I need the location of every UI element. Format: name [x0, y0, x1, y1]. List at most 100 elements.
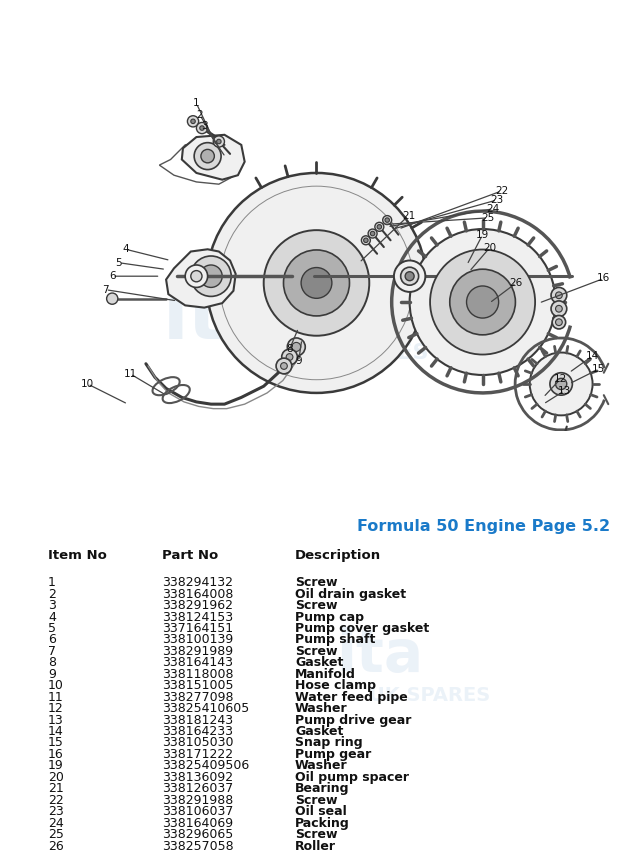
Text: Pump cap: Pump cap	[295, 610, 364, 624]
Text: 338257058: 338257058	[162, 840, 233, 850]
Text: 22: 22	[48, 794, 64, 807]
Text: 4: 4	[122, 244, 129, 254]
Text: 338136092: 338136092	[162, 771, 233, 784]
Text: Oil drain gasket: Oil drain gasket	[295, 587, 406, 601]
Polygon shape	[182, 135, 245, 179]
Text: 9: 9	[295, 356, 302, 366]
Circle shape	[107, 293, 118, 304]
Circle shape	[191, 270, 202, 282]
Circle shape	[301, 268, 332, 298]
Text: 14: 14	[48, 725, 64, 738]
Text: 1: 1	[193, 99, 200, 108]
Text: ita: ita	[336, 627, 424, 684]
Circle shape	[377, 224, 382, 229]
Text: 5: 5	[115, 258, 122, 268]
Text: Formula 50 Engine Page 5.2: Formula 50 Engine Page 5.2	[357, 519, 610, 535]
Text: Screw: Screw	[295, 599, 338, 612]
Polygon shape	[166, 249, 236, 308]
Text: Oil pump spacer: Oil pump spacer	[295, 771, 409, 784]
Circle shape	[264, 230, 369, 336]
Text: 338164008: 338164008	[162, 587, 233, 601]
Circle shape	[409, 229, 555, 375]
Circle shape	[191, 119, 195, 123]
Text: 338100139: 338100139	[162, 633, 233, 647]
Text: Item No: Item No	[48, 549, 107, 563]
Text: Gasket: Gasket	[295, 656, 343, 669]
Text: 19: 19	[476, 230, 489, 240]
Text: 14: 14	[586, 351, 599, 361]
Circle shape	[551, 301, 567, 316]
Text: Pump drive gear: Pump drive gear	[295, 714, 411, 727]
Text: Water feed pipe: Water feed pipe	[295, 691, 407, 704]
Text: Packing: Packing	[295, 817, 349, 830]
Text: 6: 6	[109, 271, 115, 281]
Circle shape	[555, 319, 562, 326]
Text: 338171222: 338171222	[162, 748, 233, 761]
Circle shape	[185, 265, 208, 287]
Circle shape	[361, 235, 371, 245]
Text: 2: 2	[48, 587, 56, 601]
Text: Gasket: Gasket	[295, 725, 343, 738]
Text: 5: 5	[48, 622, 56, 635]
Circle shape	[555, 378, 567, 389]
Text: 11: 11	[124, 369, 137, 379]
Text: 338296065: 338296065	[162, 828, 233, 842]
Text: 338164233: 338164233	[162, 725, 233, 738]
Circle shape	[281, 349, 298, 365]
Text: ita: ita	[163, 282, 275, 355]
Text: 19: 19	[48, 759, 64, 773]
Text: Washer: Washer	[295, 702, 348, 715]
Circle shape	[194, 143, 221, 170]
Text: 23: 23	[490, 195, 504, 205]
Text: Screw: Screw	[295, 828, 338, 842]
Text: Screw: Screw	[295, 794, 338, 807]
Circle shape	[430, 250, 535, 354]
Circle shape	[555, 292, 562, 298]
Text: Part No: Part No	[162, 549, 218, 563]
Text: Oil seal: Oil seal	[295, 805, 347, 819]
Text: 338291988: 338291988	[162, 794, 233, 807]
Text: 21: 21	[48, 782, 64, 796]
Circle shape	[286, 354, 293, 360]
Text: UK SPARES: UK SPARES	[290, 343, 429, 362]
Circle shape	[530, 353, 593, 416]
Circle shape	[383, 216, 392, 224]
Text: 338277098: 338277098	[162, 691, 233, 704]
Text: 23: 23	[48, 805, 64, 819]
Text: 338105030: 338105030	[162, 736, 233, 750]
Circle shape	[197, 122, 208, 133]
Circle shape	[187, 116, 198, 127]
Text: 338291989: 338291989	[162, 645, 233, 658]
Circle shape	[213, 136, 225, 147]
Text: 15: 15	[592, 365, 605, 374]
Text: Roller: Roller	[295, 840, 336, 850]
Circle shape	[200, 126, 204, 130]
Text: 20: 20	[483, 243, 496, 253]
Circle shape	[450, 269, 515, 335]
Text: 12: 12	[48, 702, 64, 715]
Text: 338164143: 338164143	[162, 656, 233, 669]
Text: 11: 11	[48, 691, 64, 704]
Text: 3: 3	[201, 121, 208, 131]
Circle shape	[292, 343, 301, 351]
Text: 33825410605: 33825410605	[162, 702, 249, 715]
Text: 338106037: 338106037	[162, 805, 233, 819]
Text: 338118008: 338118008	[162, 668, 233, 681]
Text: 3: 3	[48, 599, 56, 612]
Text: Description: Description	[295, 549, 381, 563]
Text: Pump shaft: Pump shaft	[295, 633, 376, 647]
Text: 7: 7	[48, 645, 56, 658]
Text: Screw: Screw	[295, 645, 338, 658]
Text: 13: 13	[558, 386, 571, 396]
Circle shape	[551, 287, 567, 303]
Circle shape	[191, 256, 232, 297]
Circle shape	[207, 173, 426, 393]
Text: 33825409506: 33825409506	[162, 759, 249, 773]
Text: 12: 12	[553, 375, 567, 384]
Text: 338151005: 338151005	[162, 679, 233, 692]
Text: 16: 16	[597, 274, 610, 283]
Circle shape	[287, 338, 305, 356]
Circle shape	[276, 358, 292, 374]
Circle shape	[405, 272, 414, 280]
Circle shape	[550, 462, 559, 472]
